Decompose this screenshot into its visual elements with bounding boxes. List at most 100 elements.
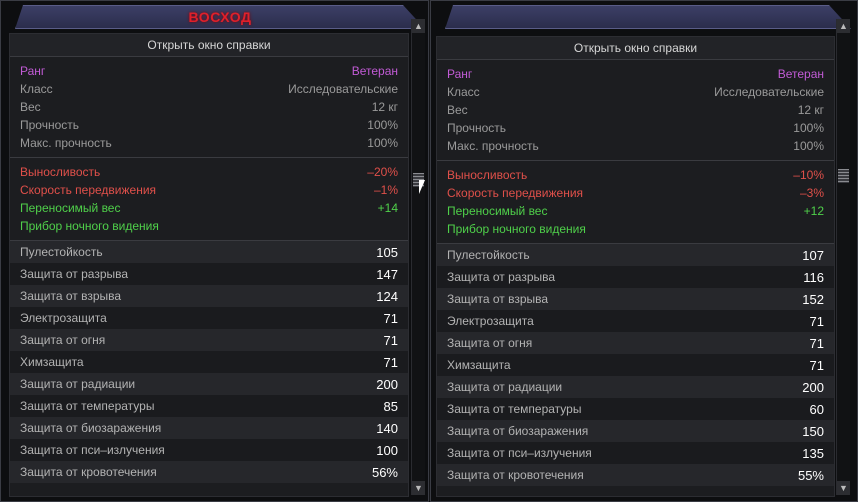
stat-row-value: 71 xyxy=(809,335,824,351)
stat-row-label: Электрозащита xyxy=(447,314,534,328)
stat-row-label: Защита от температуры xyxy=(447,402,582,416)
effect-row-value: +12 xyxy=(803,204,824,218)
stat-row: Электрозащита 71 xyxy=(10,307,408,329)
stat-row: Защита от пси–излучения 135 xyxy=(437,442,834,464)
effect-row-label: Переносимый вес xyxy=(447,204,548,218)
info-row-label: Ранг xyxy=(447,67,473,81)
stat-row-value: 71 xyxy=(383,310,398,326)
effect-row: Прибор ночного видения xyxy=(447,220,824,238)
right-stats-content: Открыть окно справки Ранг Ветеран Класс Исс… xyxy=(436,36,835,497)
left-open-help-button[interactable]: Открыть окно справки xyxy=(10,34,408,57)
stat-row: Пулестойкость 105 xyxy=(10,241,408,263)
stat-row-value: 116 xyxy=(803,269,824,285)
info-row-value: 100% xyxy=(367,136,398,150)
info-row-value: 100% xyxy=(367,118,398,132)
right-protection-stats: Пулестойкость 107 Защита от разрыва 116 Защи… xyxy=(437,244,834,486)
info-row-value: 100% xyxy=(793,139,824,153)
effect-row: Выносливость –10% xyxy=(447,166,824,184)
stat-row-value: 140 xyxy=(376,420,398,436)
right-scroll-up-icon[interactable]: ▲ xyxy=(837,19,850,33)
info-row-value: Ветеран xyxy=(777,67,824,81)
right-scrollbar[interactable]: ▲ ▼ xyxy=(836,19,850,495)
stat-row-label: Защита от огня xyxy=(447,336,533,350)
info-row: Класс Исследовательские xyxy=(447,83,824,101)
right-panel-title-bar xyxy=(445,5,851,29)
stat-row: Защита от огня 71 xyxy=(10,329,408,351)
stat-row-label: Пулестойкость xyxy=(447,248,530,262)
stat-row: Защита от температуры 85 xyxy=(10,395,408,417)
info-row-label: Вес xyxy=(20,100,41,114)
mouse-cursor-icon xyxy=(419,180,425,194)
stat-row-label: Защита от взрыва xyxy=(20,289,122,303)
info-row-value: Ветеран xyxy=(351,64,398,78)
left-protection-stats: Пулестойкость 105 Защита от разрыва 147 Защи… xyxy=(10,241,408,483)
stat-row-label: Химзащита xyxy=(447,358,511,372)
stat-row: Защита от разрыва 116 xyxy=(437,266,834,288)
stat-row-value: 135 xyxy=(802,445,824,461)
left-scrollbar[interactable]: ▲ ▼ xyxy=(411,19,425,495)
stat-row-label: Защита от температуры xyxy=(20,399,155,413)
info-row-label: Вес xyxy=(447,103,468,117)
left-stats-content: Открыть окно справки Ранг Ветеран Класс Исс… xyxy=(9,33,409,497)
stat-row-value: 107 xyxy=(802,247,824,263)
stat-row: Защита от температуры 60 xyxy=(437,398,834,420)
info-row: Вес 12 кг xyxy=(20,98,398,116)
stat-row-value: 85 xyxy=(383,398,398,414)
info-row-label: Прочность xyxy=(447,121,507,135)
effect-row-value: –10% xyxy=(793,168,824,182)
left-scroll-thumb[interactable] xyxy=(413,173,424,187)
info-row: Прочность 100% xyxy=(20,116,398,134)
info-row-label: Прочность xyxy=(20,118,80,132)
info-row-value: 12 кг xyxy=(797,103,824,117)
info-row-value: Исследовательские xyxy=(714,85,824,99)
right-scroll-down-icon[interactable]: ▼ xyxy=(837,481,850,495)
stat-row-label: Защита от кровотечения xyxy=(20,465,157,479)
stat-row-value: 56% xyxy=(371,464,398,480)
info-row-label: Макс. прочность xyxy=(447,139,539,153)
stat-row-value: 200 xyxy=(802,379,824,395)
stat-row: Защита от пси–излучения 100 xyxy=(10,439,408,461)
stat-row: Пулестойкость 107 xyxy=(437,244,834,266)
info-row-label: Макс. прочность xyxy=(20,136,112,150)
right-open-help-button[interactable]: Открыть окно справки xyxy=(437,37,834,60)
stat-row-label: Защита от радиации xyxy=(20,377,136,391)
info-row-label: Ранг xyxy=(20,64,46,78)
effect-row-value: –3% xyxy=(799,186,824,200)
effect-row-label: Переносимый вес xyxy=(20,201,121,215)
info-row: Ранг Ветеран xyxy=(20,62,398,80)
left-item-panel: ВОСХОД Открыть окно справки Ранг Ветеран К… xyxy=(0,0,429,502)
stat-row-label: Химзащита xyxy=(20,355,84,369)
stat-row-value: 71 xyxy=(383,332,398,348)
stat-row: Защита от взрыва 124 xyxy=(10,285,408,307)
left-scroll-down-icon[interactable]: ▼ xyxy=(412,481,425,495)
stat-row-value: 71 xyxy=(809,357,824,373)
left-effects-section: Выносливость –20% Скорость передвижения –1%… xyxy=(10,158,408,241)
stat-row-label: Защита от разрыва xyxy=(447,270,556,284)
stat-row: Защита от огня 71 xyxy=(437,332,834,354)
stat-row: Химзащита 71 xyxy=(437,354,834,376)
right-item-panel: Открыть окно справки Ранг Ветеран Класс Исс… xyxy=(430,0,858,502)
stat-row-value: 60 xyxy=(809,401,824,417)
effect-row-value: –1% xyxy=(373,183,398,197)
stat-row: Защита от кровотечения 55% xyxy=(437,464,834,486)
info-row-label: Класс xyxy=(20,82,53,96)
stat-row-value: 152 xyxy=(802,291,824,307)
stat-row-label: Пулестойкость xyxy=(20,245,103,259)
effect-row: Выносливость –20% xyxy=(20,163,398,181)
effect-row: Скорость передвижения –1% xyxy=(20,181,398,199)
info-row-label: Класс xyxy=(447,85,480,99)
effect-row: Скорость передвижения –3% xyxy=(447,184,824,202)
stat-row-label: Защита от разрыва xyxy=(20,267,129,281)
left-info-section: Ранг Ветеран Класс Исследовательские Вес 12 к… xyxy=(10,57,408,158)
stat-row-label: Защита от кровотечения xyxy=(447,468,584,482)
stat-row-value: 55% xyxy=(797,467,824,483)
stat-row-label: Электрозащита xyxy=(20,311,107,325)
right-effects-section: Выносливость –10% Скорость передвижения –3%… xyxy=(437,161,834,244)
stat-row: Защита от взрыва 152 xyxy=(437,288,834,310)
effect-row-label: Прибор ночного видения xyxy=(20,219,159,233)
left-scroll-up-icon[interactable]: ▲ xyxy=(412,19,425,33)
stat-row-label: Защита от радиации xyxy=(447,380,563,394)
right-scroll-thumb[interactable] xyxy=(838,169,849,183)
stat-row-value: 150 xyxy=(802,423,824,439)
stat-row: Защита от радиации 200 xyxy=(10,373,408,395)
